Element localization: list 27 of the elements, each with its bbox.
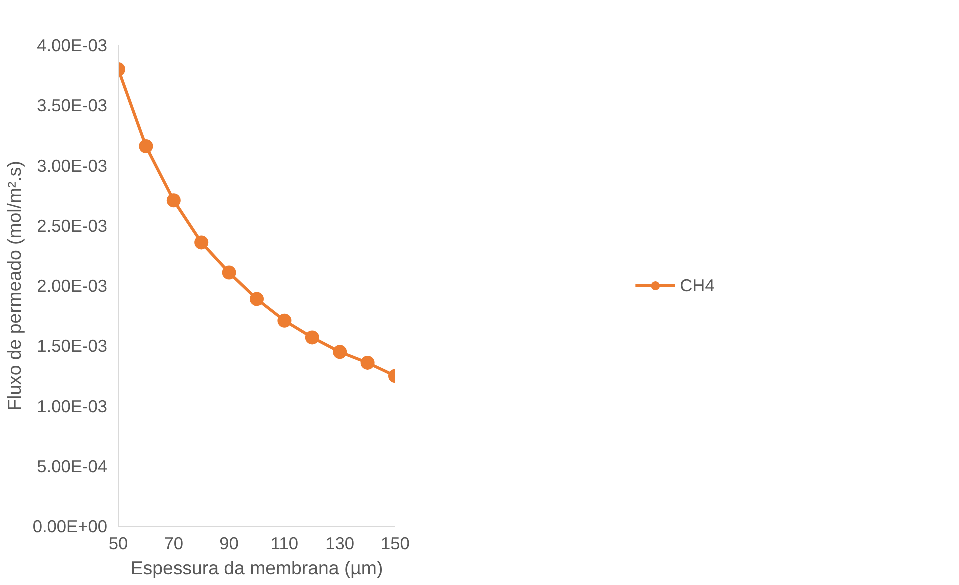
x-tick-label: 150 xyxy=(381,534,410,554)
y-tick-label: 4.00E-03 xyxy=(37,36,108,56)
y-tick-label: 1.50E-03 xyxy=(37,336,108,356)
point xyxy=(333,345,348,360)
y-tick-label: 2.50E-03 xyxy=(37,216,108,236)
y-axis-title: Fluxo de permeado (mol/m².s) xyxy=(4,161,25,411)
point xyxy=(360,356,375,370)
x-tick-label: 90 xyxy=(220,534,239,554)
x-axis-title: Espessura da membrana (µm) xyxy=(130,558,384,578)
legend-label: CH4 xyxy=(680,275,715,296)
x-tick-label: 70 xyxy=(164,534,184,554)
y-tick-label: 2.00E-03 xyxy=(37,276,108,296)
x-tick-label: 110 xyxy=(270,534,299,554)
y-tick-label: 3.50E-03 xyxy=(37,96,108,116)
y-tick-label: 5.00E-04 xyxy=(37,456,108,476)
point xyxy=(166,194,181,208)
point xyxy=(250,292,264,306)
x-tick-label: 130 xyxy=(326,534,355,554)
point xyxy=(305,330,320,345)
y-tick-label: 0.00E+00 xyxy=(32,516,108,536)
y-tick-label: 3.00E-03 xyxy=(37,156,108,176)
y-tick-label: 1.00E-03 xyxy=(37,396,108,416)
point xyxy=(222,266,236,280)
point xyxy=(278,314,292,328)
point xyxy=(194,236,209,250)
x-tick-label: 50 xyxy=(108,534,128,554)
point xyxy=(139,140,154,154)
